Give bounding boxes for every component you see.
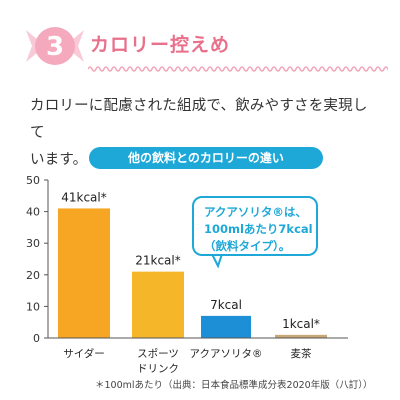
bar-0 bbox=[58, 208, 110, 338]
wavy-divider bbox=[88, 66, 388, 72]
bar-value-label: 21kcal* bbox=[135, 254, 181, 268]
x-tick-label: サイダー bbox=[63, 347, 105, 360]
x-tick-label: ドリンク bbox=[137, 363, 179, 375]
y-tick-label: 10 bbox=[26, 300, 40, 313]
y-tick-label: 30 bbox=[26, 237, 40, 250]
y-tick-label: 50 bbox=[26, 174, 40, 187]
y-tick-label: 0 bbox=[33, 332, 40, 345]
x-tick-label: 麦茶 bbox=[291, 347, 312, 360]
bar-value-label: 41kcal* bbox=[61, 190, 107, 204]
bar-2 bbox=[201, 315, 251, 338]
callout-box: アクアソリタ®は、 100mlあたり7kcal （飲料タイプ）。 bbox=[192, 196, 318, 256]
footnote: ＊100mlあたり（出典：日本食品標準成分表2020年版（八訂）） bbox=[95, 380, 373, 391]
callout-line-2: 100mlあたり7kcal bbox=[204, 222, 313, 236]
section-number: 3 bbox=[46, 32, 64, 62]
description-line-1: カロリーに配慮された組成で、飲みやすさを実現して bbox=[30, 98, 368, 141]
description-line-2: います。 bbox=[30, 152, 88, 168]
y-tick-label: 40 bbox=[26, 206, 40, 219]
x-tick-label: スポーツ bbox=[137, 348, 179, 360]
x-tick-label: アクアソリタ® bbox=[190, 348, 263, 360]
description-text: カロリーに配慮された組成で、飲みやすさを実現して います。 bbox=[30, 93, 380, 174]
candy-number-icon: 3 bbox=[26, 27, 84, 65]
section-title: カロリー控えめ bbox=[90, 34, 231, 56]
callout-line-3: （飲料タイプ）。 bbox=[204, 239, 291, 253]
bar-1 bbox=[132, 271, 184, 338]
y-tick-label: 20 bbox=[26, 269, 40, 282]
bar-value-label: 7kcal bbox=[210, 298, 242, 312]
bar-value-label: 1kcal* bbox=[282, 317, 320, 331]
callout-line-1: アクアソリタ®は、 bbox=[204, 205, 307, 219]
bar-3 bbox=[275, 334, 327, 338]
chart-title: 他の飲料とのカロリーの違い bbox=[89, 147, 323, 169]
